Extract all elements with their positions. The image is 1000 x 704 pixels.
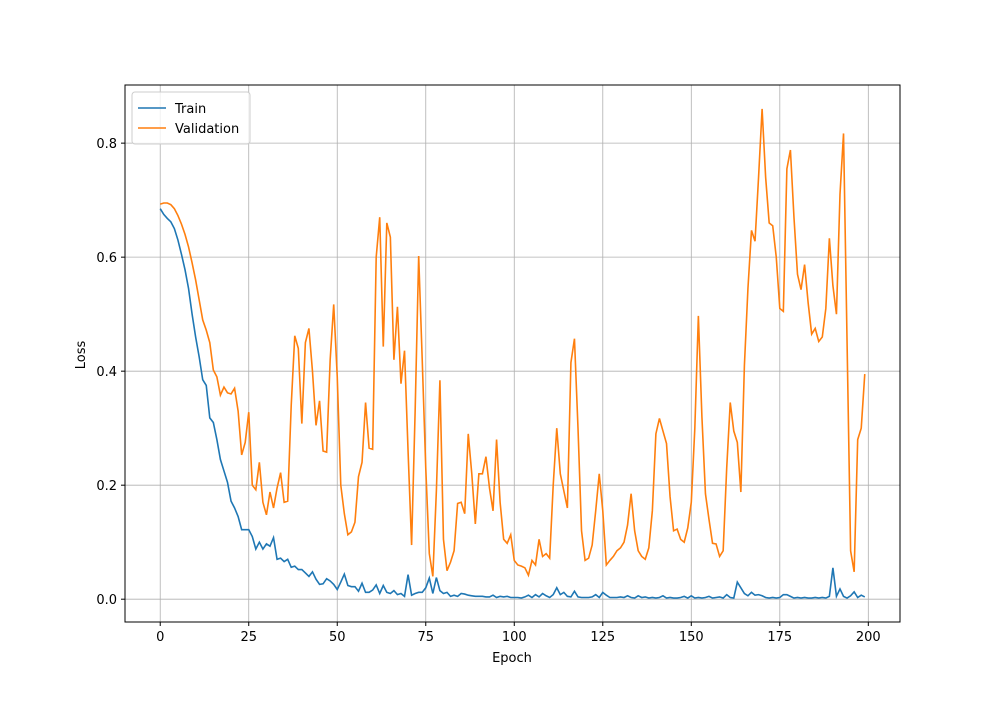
y-tick-label: 0.8: [96, 137, 117, 152]
x-tick-label: 50: [329, 630, 346, 645]
y-tick-label: 0.4: [96, 365, 117, 380]
x-tick-label: 100: [502, 630, 527, 645]
legend-label: Validation: [175, 122, 239, 137]
x-axis-label: Epoch: [492, 651, 532, 666]
line-series: [159, 108, 866, 578]
x-tick-label: 175: [767, 630, 792, 645]
legend-box: [131, 91, 251, 145]
plot-frame: [124, 84, 901, 623]
x-tick-label: 200: [856, 630, 881, 645]
y-tick-label: 0.0: [96, 593, 117, 608]
y-tick-label: 0.6: [96, 251, 117, 266]
x-tick-label: 75: [417, 630, 434, 645]
x-tick-label: 150: [679, 630, 704, 645]
y-tick-label: 0.2: [96, 479, 117, 494]
y-axis-label: Loss: [74, 341, 89, 370]
line-series: [159, 208, 866, 600]
x-tick-label: 0: [156, 630, 164, 645]
legend-label: Train: [174, 102, 206, 117]
x-tick-label: 25: [240, 630, 257, 645]
x-tick-label: 125: [590, 630, 615, 645]
